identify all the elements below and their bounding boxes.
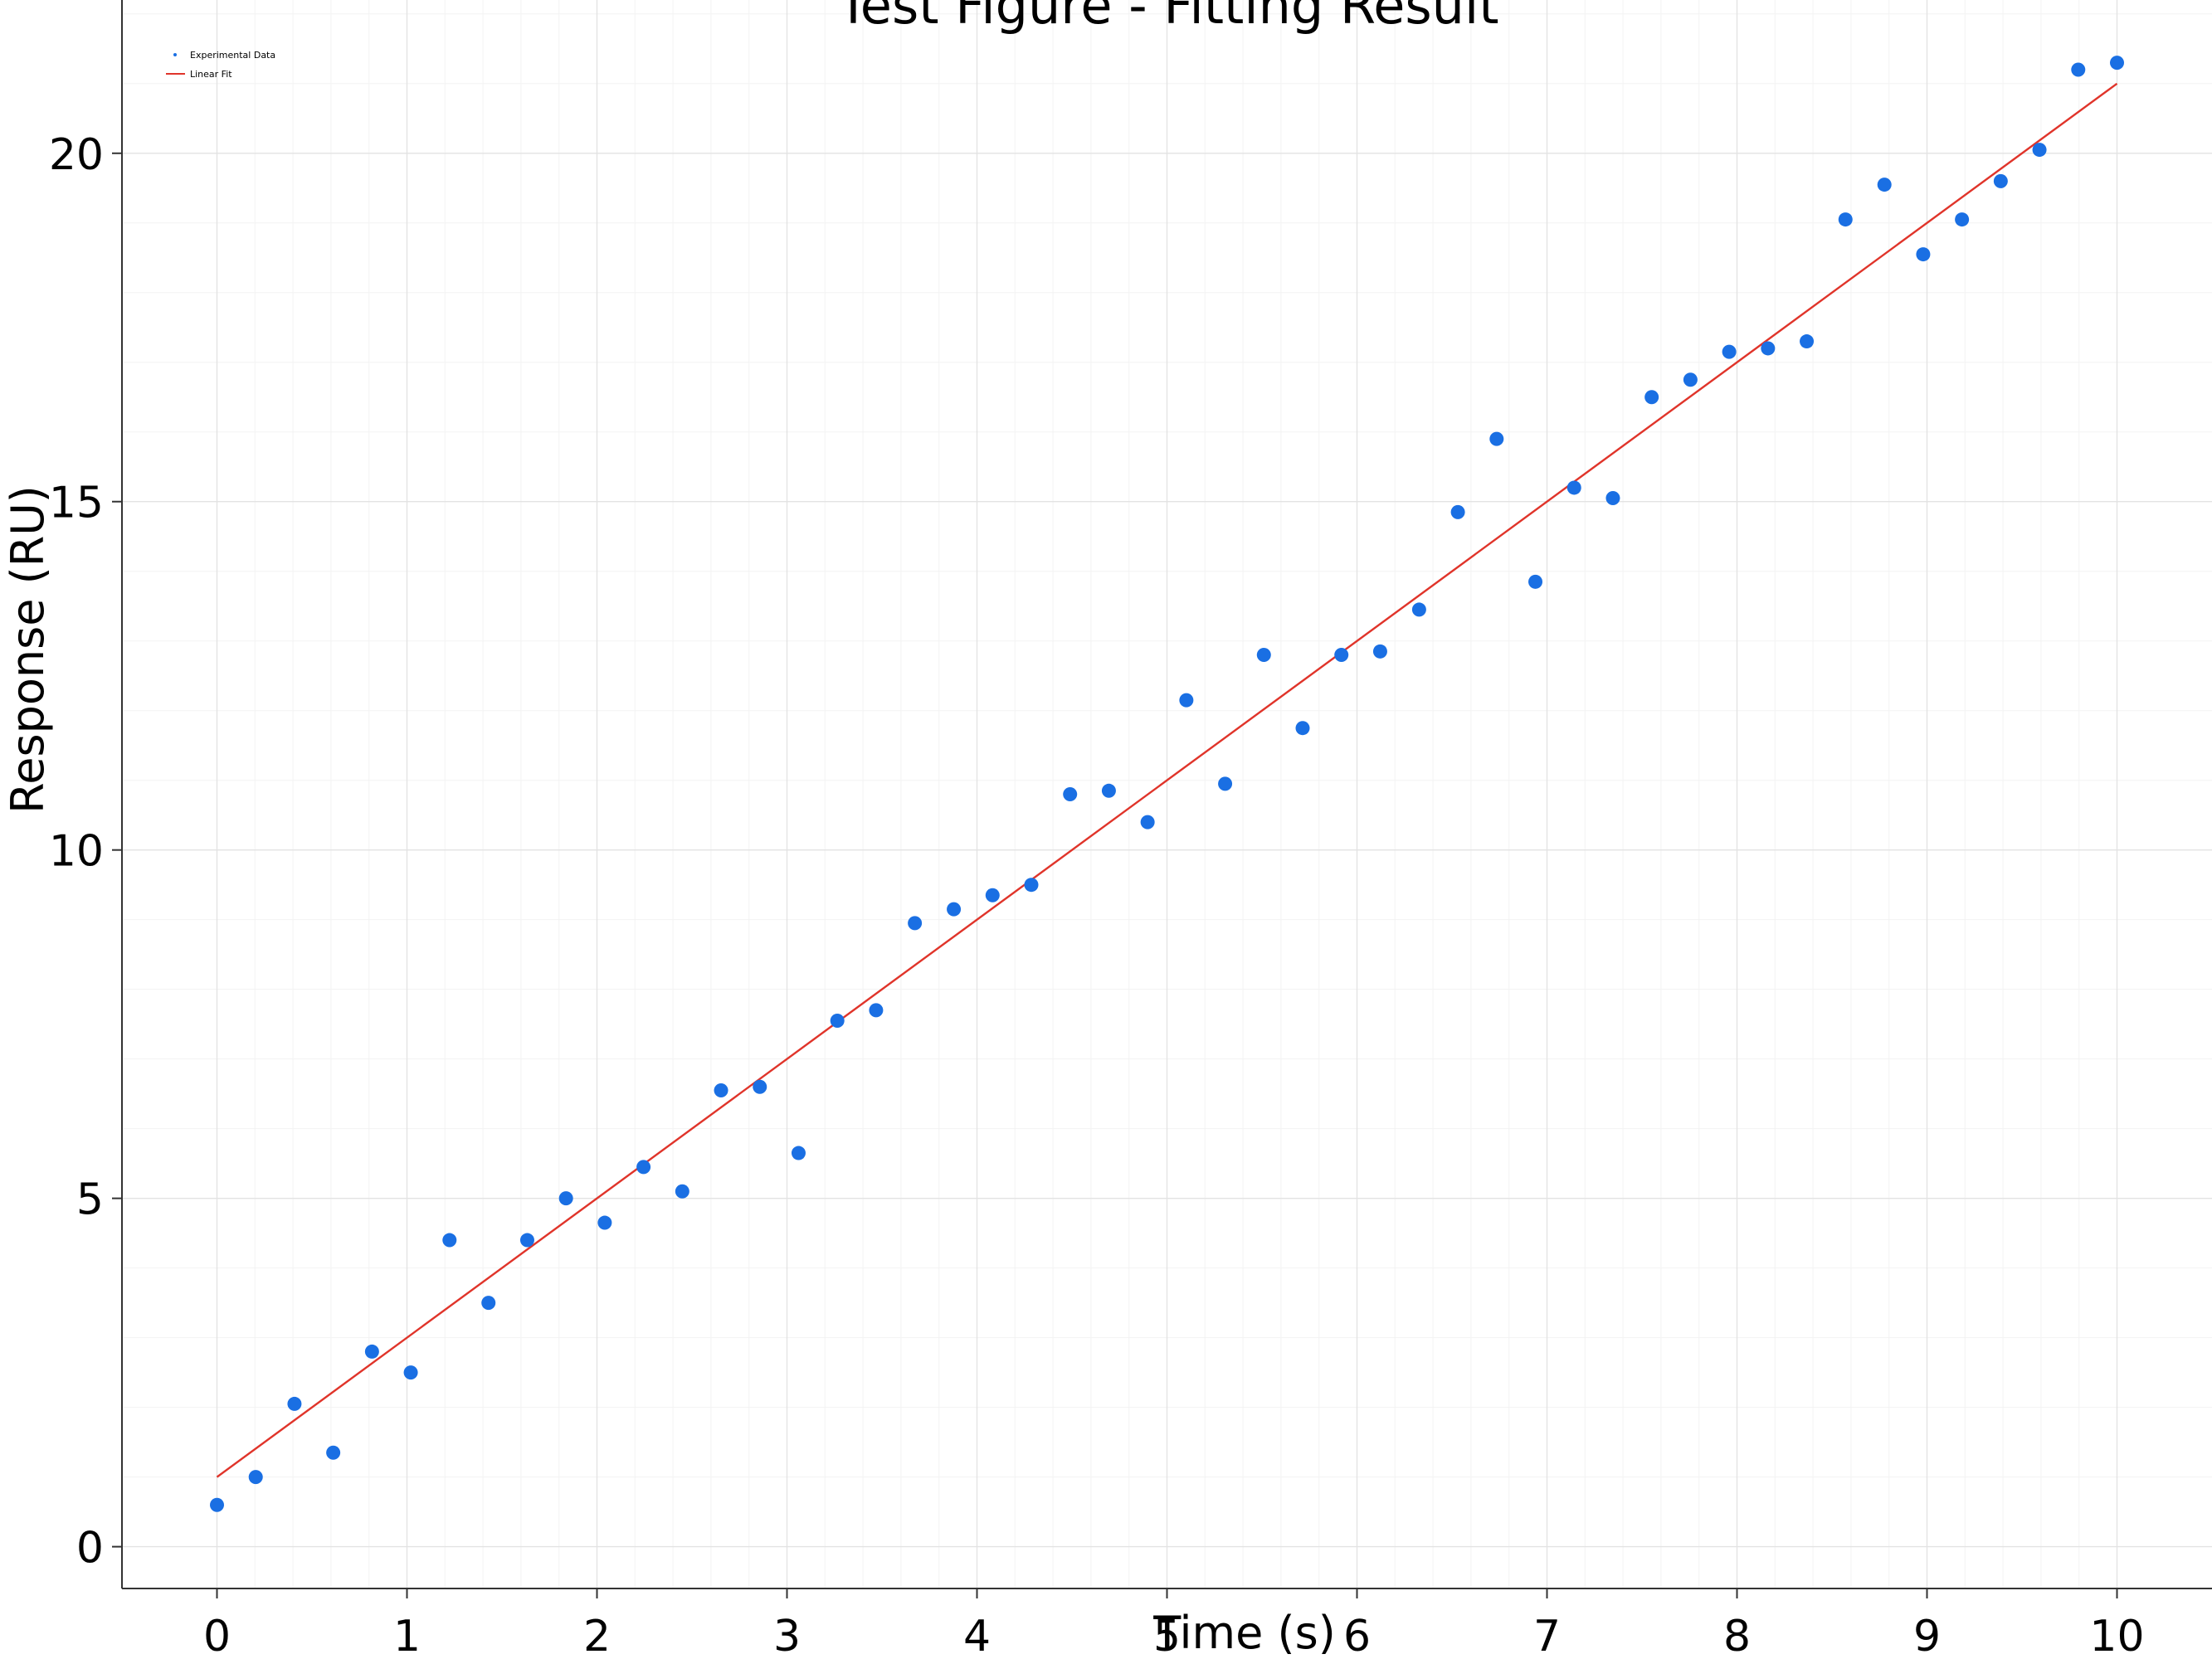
x-tick-label: 9 — [1913, 1612, 1941, 1659]
data-point — [1605, 491, 1620, 506]
major-grid — [122, 0, 2212, 1588]
legend-label-experimental: Experimental Data — [190, 50, 275, 61]
data-point — [908, 916, 923, 931]
data-point — [597, 1215, 612, 1230]
data-point — [481, 1296, 496, 1311]
data-point — [1140, 815, 1155, 830]
data-point — [1372, 644, 1387, 659]
chart-title: Test Figure - Fitting Result — [836, 0, 1498, 36]
data-point — [558, 1191, 573, 1206]
data-point — [210, 1497, 224, 1512]
data-point — [364, 1344, 379, 1359]
tick-marks — [112, 152, 2118, 1598]
data-point — [1566, 480, 1581, 495]
data-point — [1993, 173, 2008, 188]
data-point — [287, 1396, 302, 1411]
data-point — [1218, 776, 1233, 791]
legend-marker-experimental — [173, 53, 177, 56]
data-point — [2110, 56, 2124, 71]
x-tick-label: 7 — [1533, 1612, 1561, 1659]
data-point — [1295, 721, 1310, 736]
data-point — [1489, 431, 1504, 446]
data-point — [442, 1233, 457, 1248]
legend: Experimental Data Linear Fit — [166, 50, 275, 80]
y-tick-label: 5 — [76, 1175, 104, 1225]
data-point — [403, 1365, 418, 1380]
x-tick-label: 2 — [583, 1612, 611, 1659]
data-point — [1334, 648, 1349, 663]
x-tick-label: 6 — [1343, 1612, 1371, 1659]
data-point — [947, 902, 962, 917]
data-point — [1916, 247, 1931, 262]
y-tick-label: 20 — [49, 130, 104, 180]
tick-labels: 0 1 2 3 4 5 6 7 8 9 10 0 5 10 15 20 — [49, 130, 2145, 1659]
data-point — [1683, 372, 1698, 387]
data-point — [1722, 344, 1737, 359]
series-layer — [210, 56, 2124, 1512]
data-point — [1411, 602, 1426, 617]
data-point — [675, 1184, 689, 1199]
data-point — [519, 1233, 534, 1248]
data-point — [636, 1160, 651, 1175]
data-point — [1644, 390, 1659, 405]
data-point — [326, 1445, 341, 1460]
data-point — [1528, 574, 1543, 589]
data-point — [1800, 334, 1815, 349]
data-point — [1877, 178, 1892, 192]
x-tick-label: 8 — [1723, 1612, 1751, 1659]
data-point — [1838, 212, 1853, 227]
data-point — [1955, 212, 1970, 227]
legend-label-linear-fit: Linear Fit — [190, 69, 232, 80]
y-tick-label: 15 — [49, 479, 104, 528]
data-point — [1450, 504, 1465, 519]
data-point — [714, 1082, 728, 1097]
x-tick-label: 0 — [203, 1612, 231, 1659]
data-point — [2032, 143, 2047, 158]
y-tick-label: 0 — [76, 1524, 104, 1574]
data-point — [1024, 878, 1039, 893]
data-point — [869, 1003, 884, 1018]
y-tick-label: 10 — [49, 827, 104, 877]
data-point — [791, 1146, 806, 1160]
x-axis-title: Time (s) — [1152, 1607, 1336, 1659]
data-point — [248, 1470, 263, 1485]
data-point — [1761, 341, 1776, 356]
x-tick-label: 10 — [2089, 1612, 2144, 1659]
data-point — [2071, 62, 2086, 77]
data-point — [1179, 693, 1194, 708]
x-tick-label: 5 — [1153, 1612, 1181, 1659]
y-axis-title: Response (RU) — [2, 485, 54, 814]
data-point — [1101, 783, 1116, 798]
data-point — [985, 888, 1000, 902]
data-point — [1063, 787, 1078, 801]
x-tick-label: 3 — [773, 1612, 801, 1659]
fit-line — [216, 82, 2118, 1478]
data-point — [753, 1079, 767, 1094]
data-point — [830, 1013, 845, 1028]
x-tick-label: 1 — [393, 1612, 421, 1659]
x-tick-label: 4 — [963, 1612, 991, 1659]
data-point — [1256, 648, 1271, 663]
